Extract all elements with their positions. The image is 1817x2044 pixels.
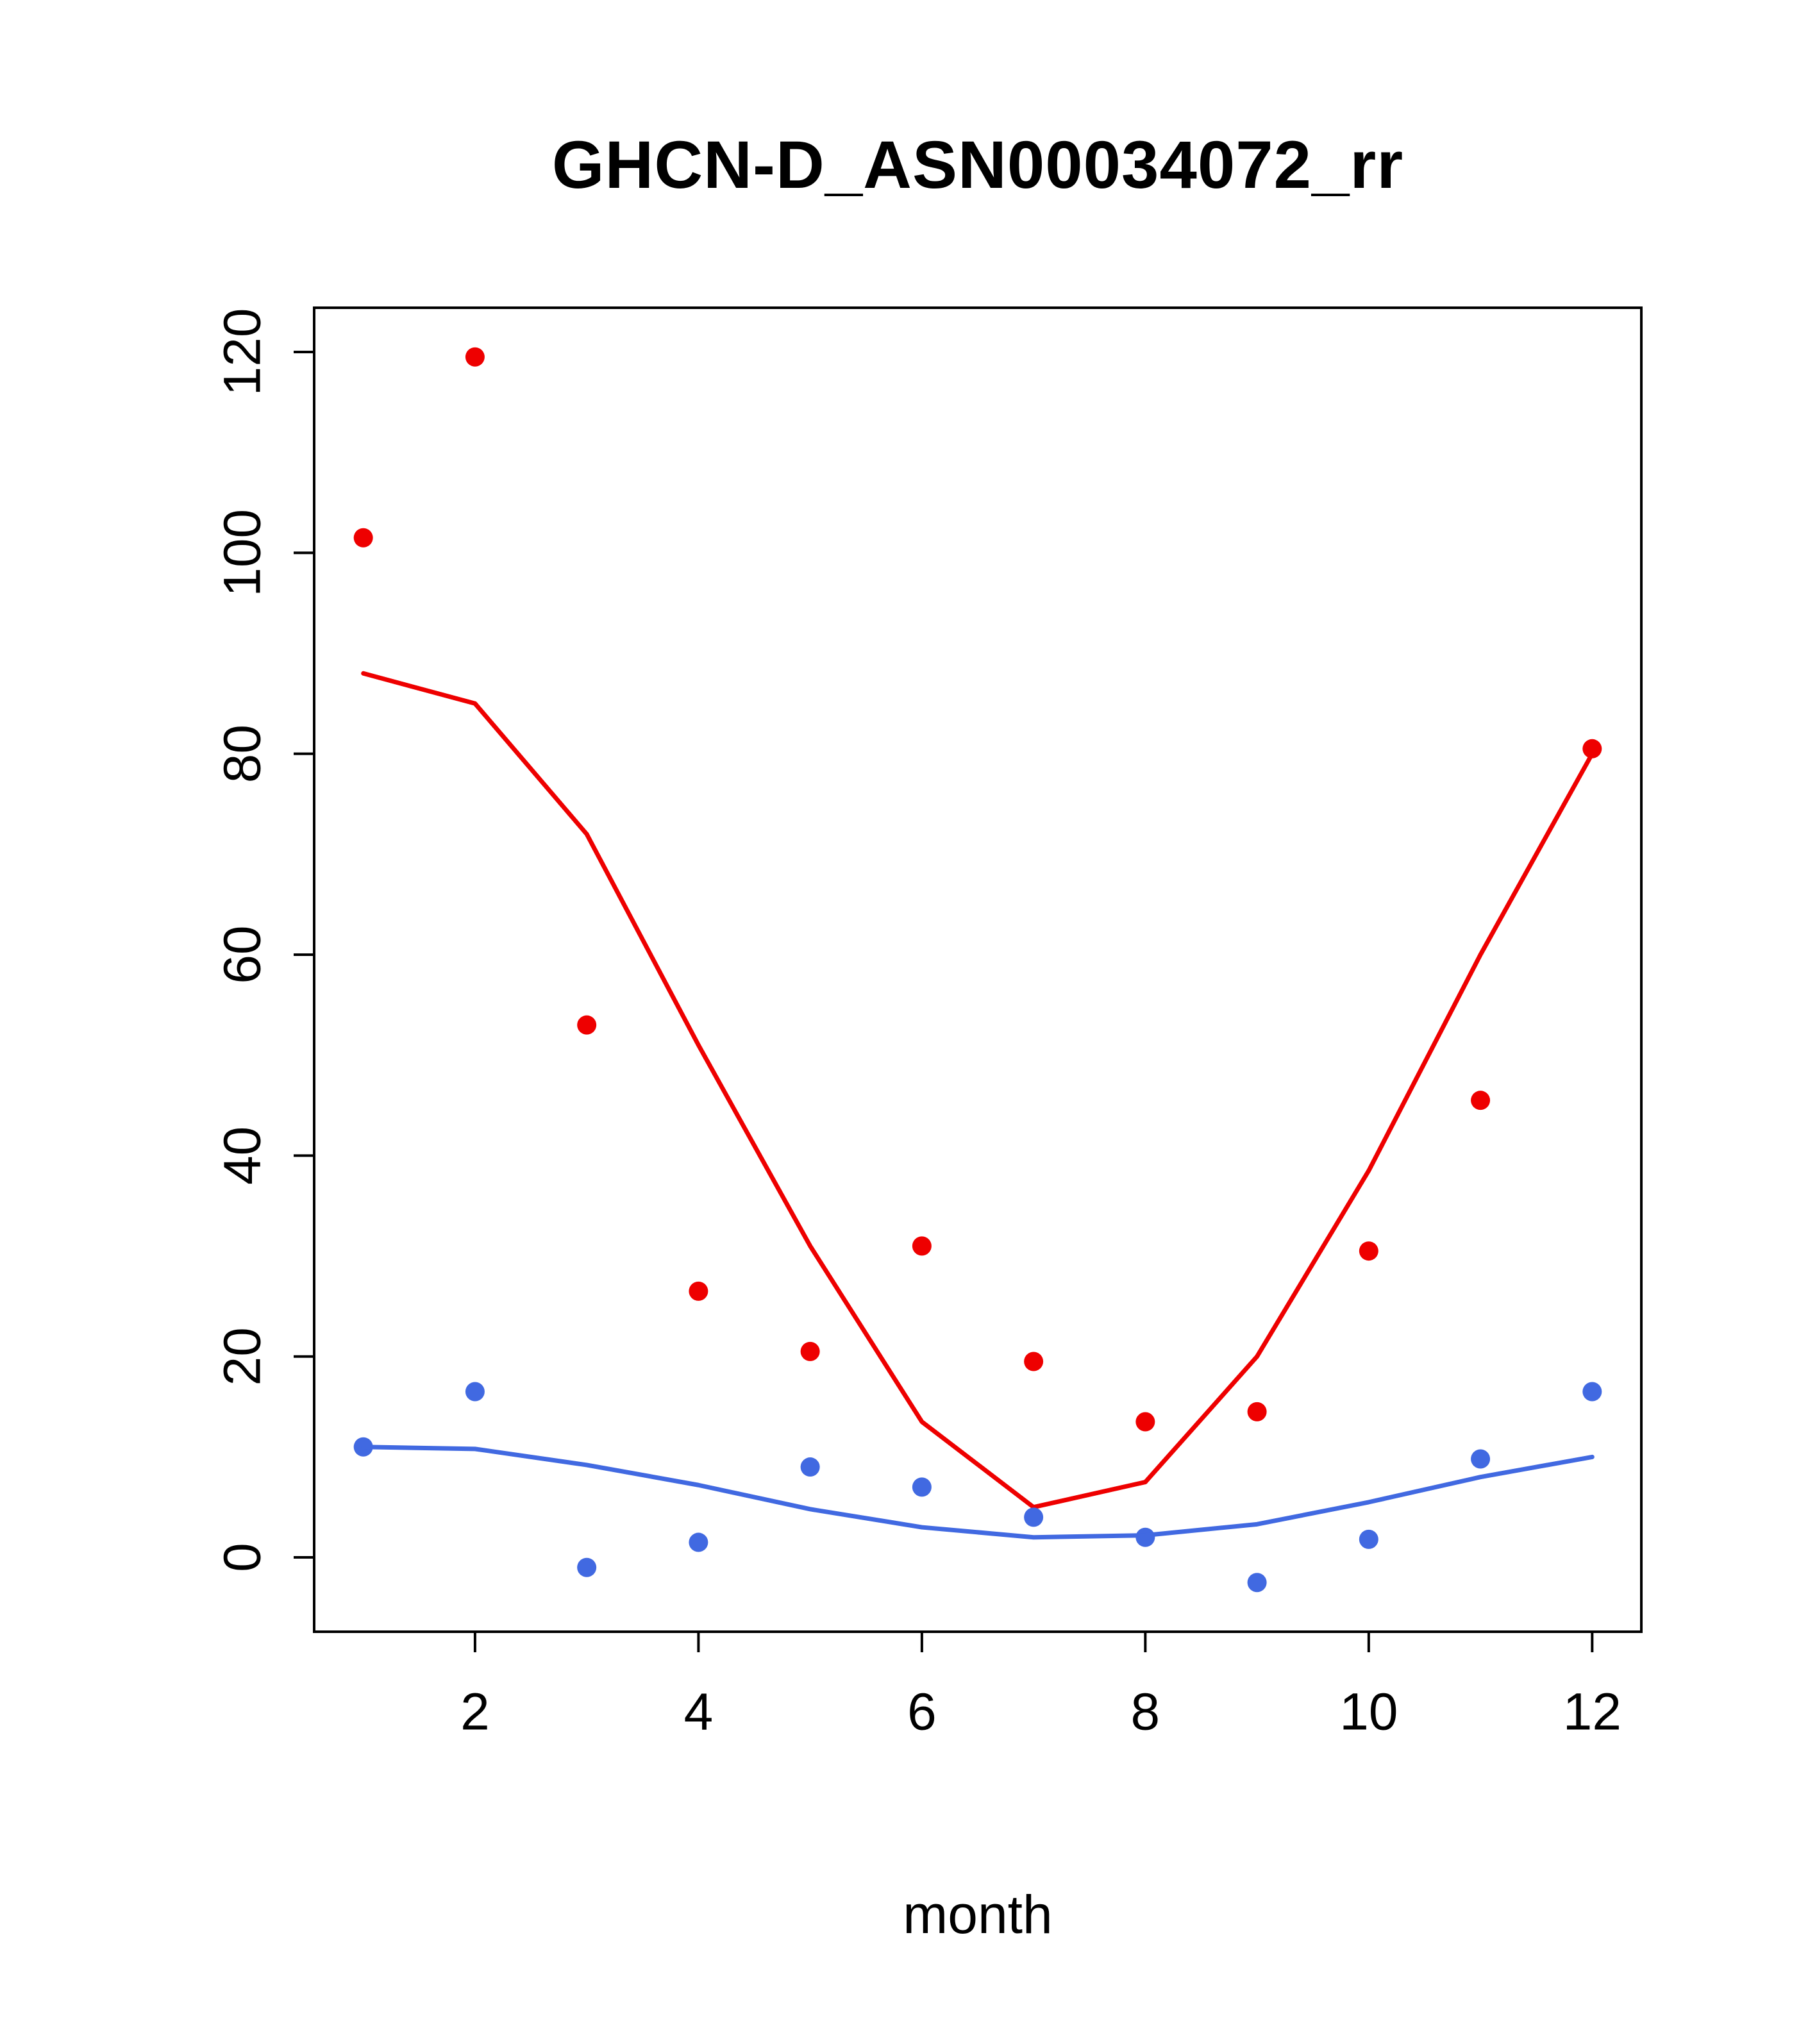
y-tick-label: 100 (214, 509, 272, 597)
x-tick-label: 2 (460, 1683, 490, 1741)
red-point (1135, 1412, 1155, 1432)
blue-point (912, 1477, 932, 1497)
y-tick-label: 20 (214, 1327, 272, 1386)
y-tick-label: 60 (214, 925, 272, 984)
blue-point (1471, 1449, 1491, 1469)
x-tick-label: 12 (1563, 1683, 1621, 1741)
red-point (912, 1236, 932, 1256)
red-point (353, 528, 373, 548)
blue-point (465, 1382, 485, 1402)
x-tick-label: 8 (1131, 1683, 1160, 1741)
red-point (1359, 1241, 1378, 1261)
red-trend-line (361, 671, 1595, 1510)
red-point (577, 1015, 597, 1035)
blue-point (1024, 1507, 1044, 1527)
x-axis-label: month (903, 1884, 1053, 1945)
blue-point (689, 1532, 708, 1552)
y-tick-label: 120 (214, 308, 272, 396)
x-tick-label: 4 (684, 1683, 714, 1741)
red-point (1582, 739, 1602, 758)
red-point (1471, 1091, 1491, 1110)
blue-point (800, 1457, 820, 1477)
blue-trend-line (361, 1445, 1595, 1540)
y-tick-label: 0 (214, 1543, 272, 1572)
y-tick-label: 80 (214, 725, 272, 783)
blue-point (1582, 1382, 1602, 1402)
blue-point (577, 1557, 597, 1577)
red-point (465, 347, 485, 367)
chart-title: GHCN-D_ASN00034072_rr (551, 128, 1404, 203)
blue-point (1359, 1529, 1378, 1549)
red-point (1247, 1402, 1267, 1421)
x-tick-label: 6 (907, 1683, 937, 1741)
y-tick-label: 40 (214, 1127, 272, 1185)
x-tick-label: 10 (1339, 1683, 1398, 1741)
blue-point (1247, 1573, 1267, 1593)
red-point (800, 1341, 820, 1361)
red-point (1024, 1352, 1044, 1371)
red-point (689, 1281, 708, 1301)
plot-frame (313, 306, 1643, 1633)
